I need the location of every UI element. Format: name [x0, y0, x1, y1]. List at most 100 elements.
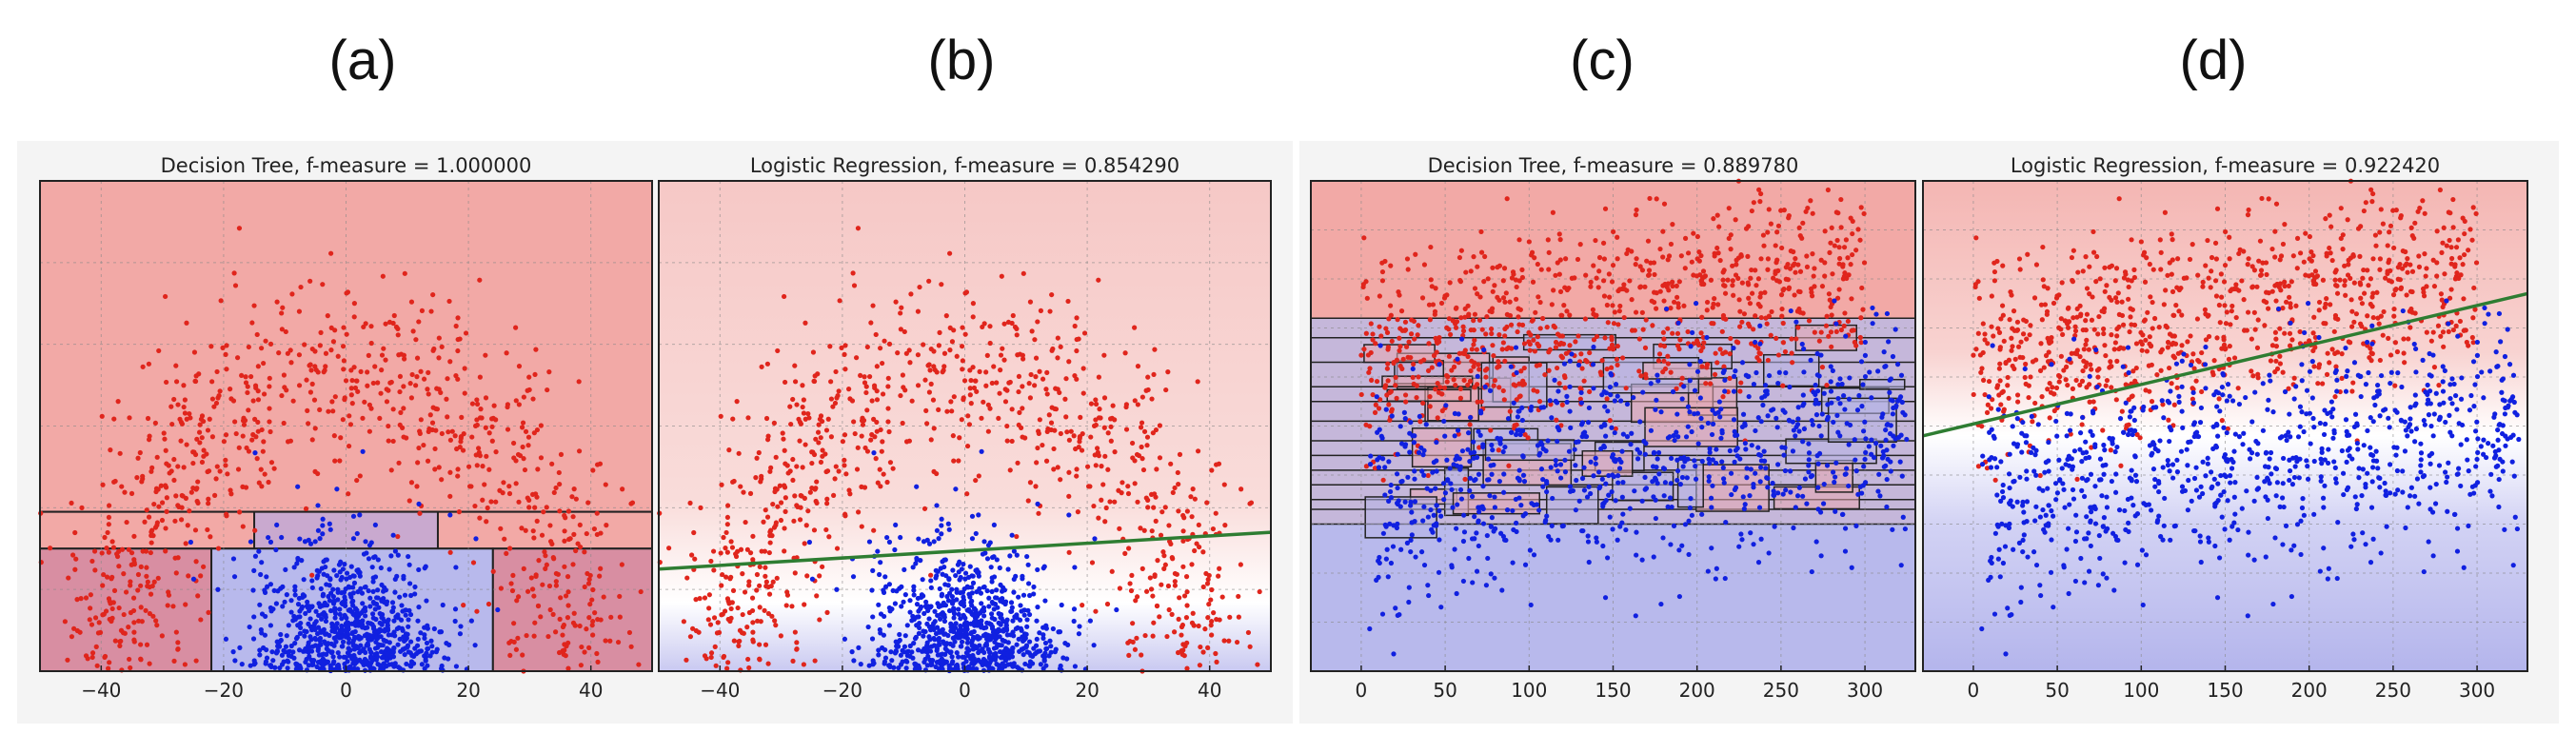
red-point — [115, 399, 121, 405]
red-point — [620, 486, 625, 492]
red-point — [1721, 268, 1727, 273]
red-point — [1790, 360, 1795, 366]
red-point — [1540, 315, 1546, 322]
blue-point — [312, 621, 318, 626]
red-point — [1125, 484, 1131, 489]
red-point — [984, 352, 990, 358]
blue-point — [928, 578, 934, 584]
blue-point — [1653, 407, 1658, 412]
red-point — [1016, 373, 1022, 380]
red-point — [807, 489, 813, 495]
red-point — [1837, 255, 1843, 262]
red-point — [1104, 601, 1111, 607]
blue-point — [986, 595, 992, 601]
blue-point — [942, 557, 948, 563]
red-point — [349, 401, 355, 407]
red-point — [1096, 374, 1101, 380]
red-point — [318, 329, 324, 335]
red-point — [1037, 368, 1042, 374]
blue-point — [1586, 405, 1592, 411]
blue-point — [1568, 425, 1574, 430]
blue-point — [366, 587, 371, 594]
red-point — [817, 573, 822, 579]
blue-point — [1766, 372, 1773, 379]
blue-point — [370, 554, 377, 561]
red-point — [873, 456, 879, 462]
red-point — [510, 572, 516, 578]
red-point — [1468, 268, 1474, 274]
red-point — [513, 646, 520, 652]
red-point — [1822, 260, 1828, 266]
red-point — [378, 390, 384, 396]
red-point — [814, 479, 820, 485]
red-point — [1615, 256, 1620, 262]
red-point — [1162, 505, 1168, 510]
red-point — [1105, 466, 1111, 472]
red-point — [228, 491, 234, 497]
red-point — [594, 650, 600, 657]
red-point — [312, 468, 318, 474]
blue-point — [1780, 407, 1786, 413]
blue-point — [309, 625, 316, 631]
red-point — [1507, 312, 1514, 319]
red-point — [1637, 264, 1643, 269]
blue-point — [935, 568, 941, 574]
red-point — [1502, 358, 1508, 364]
blue-point — [312, 539, 318, 545]
blue-point — [319, 616, 325, 622]
red-point — [351, 314, 357, 320]
red-point — [970, 301, 976, 307]
red-point — [205, 526, 210, 533]
red-point — [114, 553, 121, 560]
red-point — [178, 438, 184, 444]
red-point — [1639, 268, 1646, 273]
red-point — [516, 402, 522, 407]
red-point — [520, 420, 526, 426]
red-point — [1668, 306, 1674, 311]
red-point — [102, 653, 109, 660]
blue-point — [422, 635, 427, 642]
red-point — [1711, 301, 1716, 307]
red-point — [1169, 554, 1175, 561]
red-point — [834, 546, 841, 551]
red-point — [789, 604, 795, 609]
red-point — [921, 506, 928, 511]
blue-point — [390, 532, 396, 538]
red-point — [445, 414, 450, 420]
red-point — [409, 371, 415, 378]
blue-point — [1034, 618, 1040, 624]
blue-point — [1742, 440, 1748, 446]
blue-point — [1608, 392, 1614, 398]
red-point — [1850, 251, 1855, 258]
red-point — [111, 479, 117, 485]
red-point — [1033, 374, 1039, 380]
red-point — [832, 476, 838, 482]
red-point — [533, 573, 539, 580]
blue-point — [897, 631, 902, 638]
red-point — [868, 437, 874, 443]
red-point — [480, 497, 485, 503]
red-point — [1437, 335, 1442, 341]
red-point — [1411, 318, 1417, 325]
blue-point — [1460, 578, 1467, 585]
red-point — [880, 360, 885, 367]
red-point — [1756, 350, 1762, 356]
red-point — [366, 352, 371, 358]
blue-point — [283, 566, 288, 573]
red-point — [775, 504, 781, 509]
red-point — [1058, 477, 1063, 483]
red-point — [1025, 498, 1031, 504]
blue-point — [981, 613, 987, 619]
red-point — [1650, 323, 1655, 328]
red-point — [138, 583, 144, 588]
red-point — [1521, 365, 1527, 371]
red-point — [1451, 364, 1457, 369]
red-point — [171, 477, 177, 484]
red-point — [1749, 267, 1754, 273]
blue-point — [1602, 404, 1608, 409]
red-point — [1177, 595, 1182, 601]
red-point — [842, 513, 848, 519]
blue-point — [1540, 476, 1546, 483]
red-point — [1513, 383, 1518, 388]
blue-point — [894, 588, 900, 594]
